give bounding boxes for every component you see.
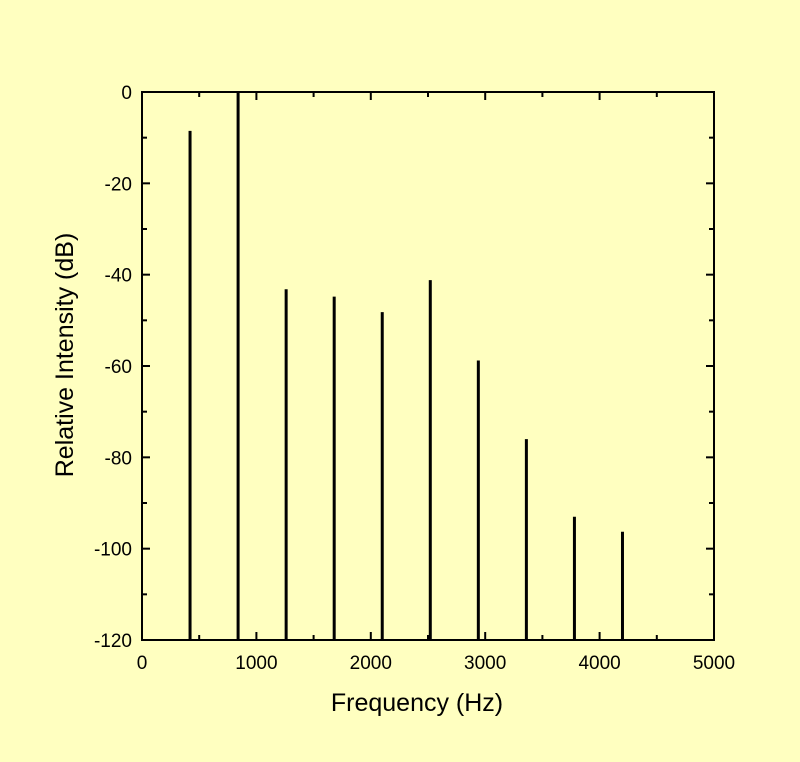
- y-tick-label: -20: [105, 174, 132, 195]
- y-tick-label: -100: [94, 540, 132, 561]
- x-tick-label: 0: [137, 653, 148, 674]
- spectrum-stems: [188, 92, 624, 640]
- x-tick-label: 1000: [235, 653, 277, 674]
- plot-frame: [141, 91, 715, 641]
- y-tick-label: -40: [105, 266, 132, 287]
- x-tick-label: 2000: [350, 653, 392, 674]
- x-tick-label: 4000: [578, 653, 620, 674]
- y-tick-label: -60: [105, 357, 132, 378]
- y-tick-label: -80: [105, 448, 132, 469]
- y-tick-labels: 0 -20 -40 -60 -80 -100 -120: [94, 83, 132, 652]
- y-tick-label: -120: [94, 631, 132, 652]
- axis-ticks: [141, 91, 715, 641]
- y-axis-title: Relative Intensity (dB): [51, 233, 79, 478]
- x-tick-labels: 0 1000 2000 3000 4000 5000: [137, 653, 735, 674]
- x-tick-label: 3000: [464, 653, 506, 674]
- x-axis-title: Frequency (Hz): [331, 689, 503, 717]
- y-tick-label: 0: [121, 83, 132, 104]
- x-tick-label: 5000: [693, 653, 735, 674]
